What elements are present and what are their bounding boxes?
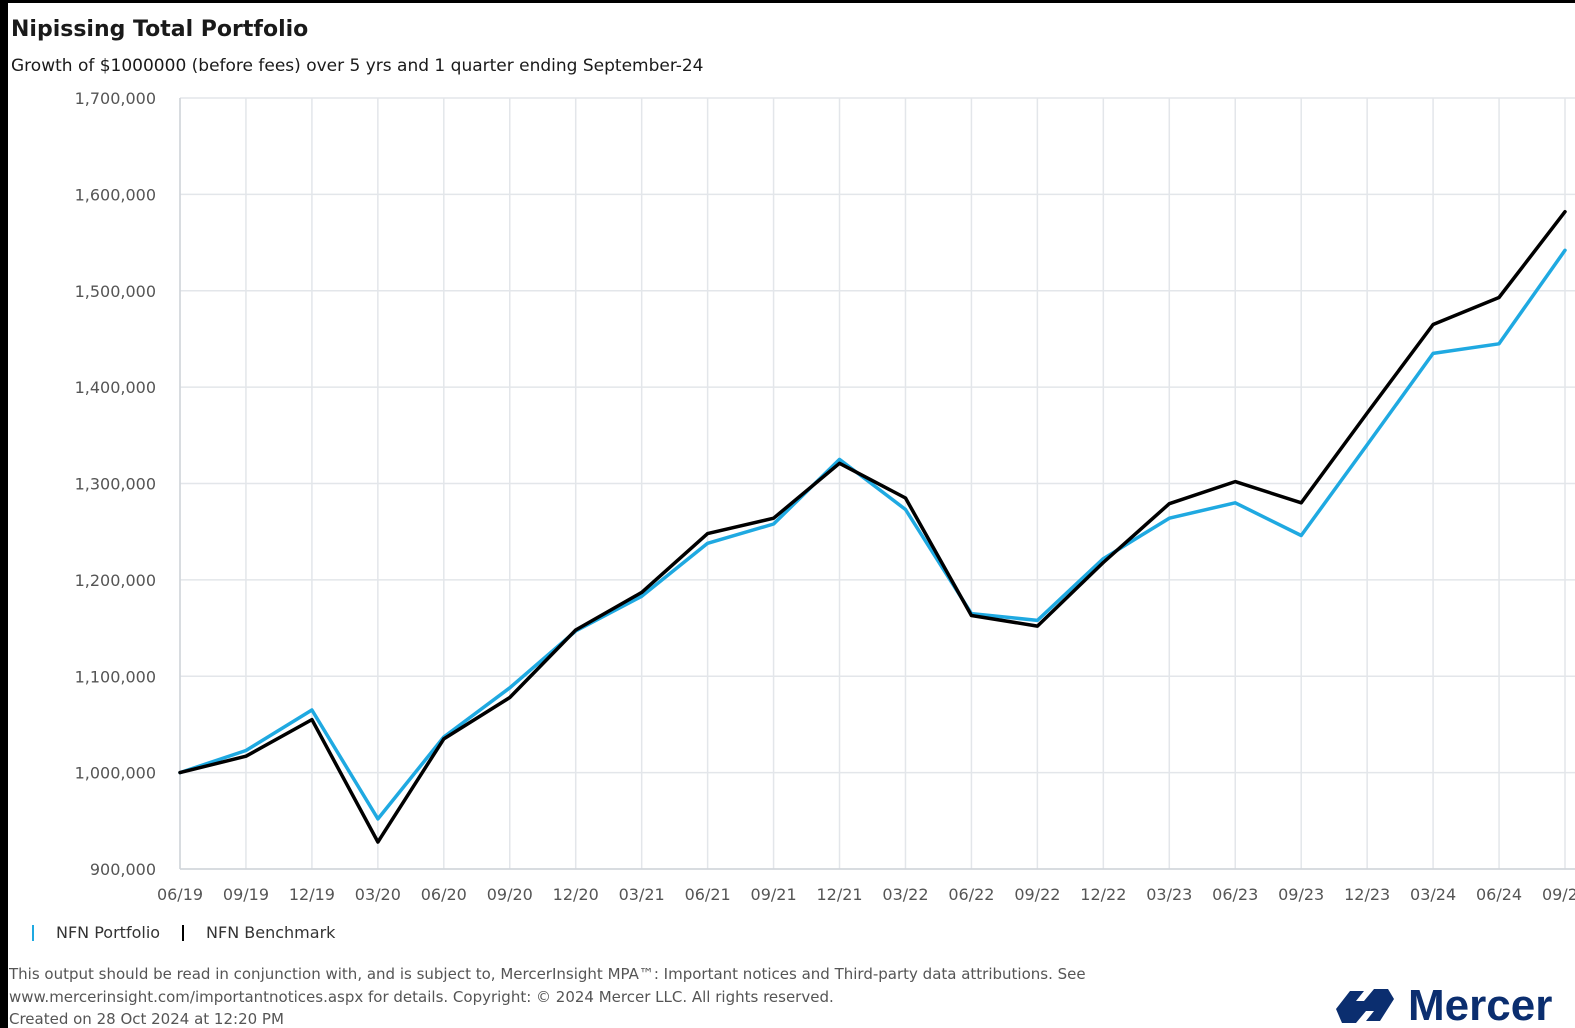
legend-label-portfolio: NFN Portfolio bbox=[56, 923, 161, 942]
x-tick-label: 06/24 bbox=[1476, 885, 1522, 904]
grid-lines bbox=[179, 97, 1575, 870]
x-tick-label: 06/22 bbox=[948, 885, 994, 904]
disclaimer-footer: This output should be read in conjunctio… bbox=[9, 963, 1086, 1028]
y-tick-label: 1,200,000 bbox=[75, 571, 156, 590]
x-tick-label: 09/22 bbox=[1014, 885, 1060, 904]
y-tick-label: 1,000,000 bbox=[75, 764, 156, 783]
x-tick-label: 09/24 bbox=[1542, 885, 1575, 904]
y-tick-label: 1,400,000 bbox=[75, 378, 156, 397]
x-tick-label: 12/22 bbox=[1080, 885, 1126, 904]
x-tick-label: 12/23 bbox=[1344, 885, 1390, 904]
x-tick-label: 06/23 bbox=[1212, 885, 1258, 904]
y-tick-label: 1,700,000 bbox=[75, 89, 156, 108]
x-tick-label: 06/20 bbox=[421, 885, 467, 904]
legend-label-benchmark: NFN Benchmark bbox=[206, 923, 336, 942]
chart-title: Nipissing Total Portfolio bbox=[11, 17, 309, 42]
x-tick-label: 09/21 bbox=[751, 885, 797, 904]
series-lines bbox=[178, 209, 1567, 844]
disclaimer-line-2: www.mercerinsight.com/importantnotices.a… bbox=[9, 987, 834, 1006]
x-tick-label: 06/21 bbox=[685, 885, 731, 904]
growth-line-chart: 900,000 1,000,000 1,100,000 1,200,000 1,300,… bbox=[75, 89, 1575, 904]
x-tick-label: 03/24 bbox=[1410, 885, 1456, 904]
y-tick-label: 1,100,000 bbox=[75, 667, 156, 686]
chart-subtitle: Growth of $1000000 (before fees) over 5 … bbox=[11, 56, 704, 76]
y-tick-label: 900,000 bbox=[90, 860, 156, 879]
x-tick-label: 03/23 bbox=[1146, 885, 1192, 904]
x-tick-label: 09/23 bbox=[1278, 885, 1324, 904]
y-tick-label: 1,500,000 bbox=[75, 282, 156, 301]
legend-item-portfolio[interactable]: NFN Portfolio bbox=[32, 923, 160, 942]
mercer-logo: Mercer bbox=[1334, 981, 1552, 1028]
x-tick-label: 12/21 bbox=[816, 885, 862, 904]
legend-item-benchmark[interactable]: NFN Benchmark bbox=[182, 923, 335, 942]
x-tick-label: 12/20 bbox=[553, 885, 599, 904]
y-tick-label: 1,600,000 bbox=[75, 185, 156, 204]
x-tick-label: 03/22 bbox=[882, 885, 928, 904]
series-line-nfn-portfolio bbox=[178, 248, 1567, 821]
x-tick-label: 09/20 bbox=[487, 885, 533, 904]
chart-legend: NFN Portfolio NFN Benchmark bbox=[32, 923, 357, 942]
created-date: Created on 28 Oct 2024 at 12:20 PM bbox=[9, 1010, 284, 1028]
y-tick-label: 1,300,000 bbox=[75, 475, 156, 494]
y-axis-tick-labels: 900,000 1,000,000 1,100,000 1,200,000 1,300,… bbox=[75, 89, 156, 879]
disclaimer-line-1: This output should be read in conjunctio… bbox=[9, 965, 1086, 983]
mercer-logo-icon bbox=[1336, 989, 1394, 1023]
x-tick-label: 12/19 bbox=[289, 885, 335, 904]
mercer-logo-text: Mercer bbox=[1408, 981, 1553, 1028]
legend-swatch-portfolio bbox=[32, 924, 34, 941]
legend-swatch-benchmark bbox=[182, 924, 185, 941]
x-tick-label: 03/21 bbox=[619, 885, 665, 904]
x-tick-label: 03/20 bbox=[355, 885, 401, 904]
x-axis-tick-labels: 06/19 09/19 12/19 03/20 06/20 09/20 12/20 03/21… bbox=[157, 885, 1575, 904]
x-tick-label: 09/19 bbox=[223, 885, 269, 904]
series-line-nfn-benchmark bbox=[178, 209, 1567, 844]
x-tick-label: 06/19 bbox=[157, 885, 203, 904]
